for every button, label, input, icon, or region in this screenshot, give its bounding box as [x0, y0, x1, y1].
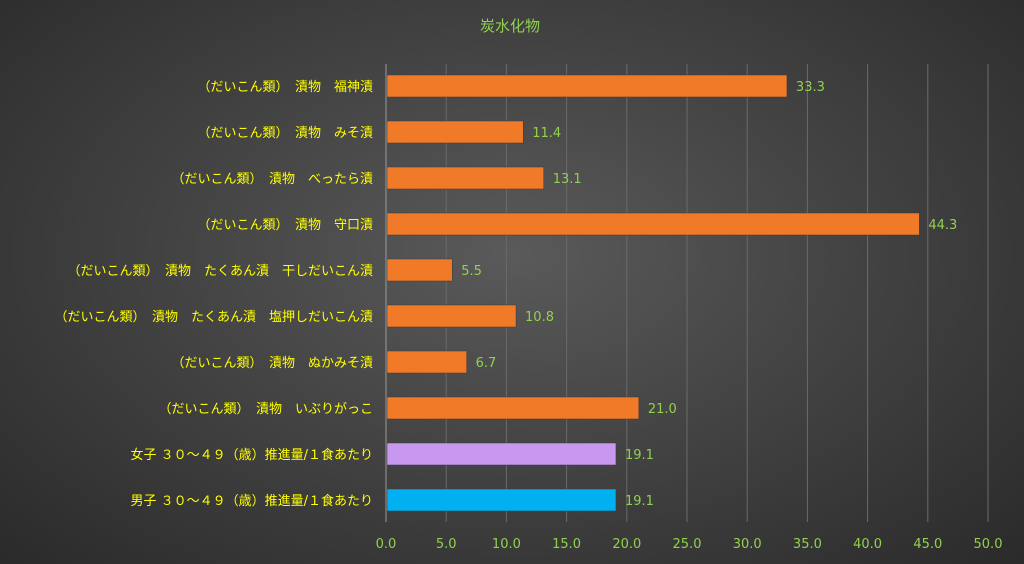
- bar: [386, 166, 544, 190]
- x-tick-label: 15.0: [552, 537, 581, 552]
- category-label: （だいこん類） 漬物 ぬかみそ漬: [171, 356, 373, 371]
- data-label: 19.1: [625, 448, 654, 463]
- category-label: （だいこん類） 漬物 みそ漬: [197, 126, 373, 141]
- chart-title: 炭水化物: [480, 17, 540, 35]
- bar: [386, 120, 524, 144]
- data-label: 19.1: [625, 494, 654, 509]
- category-label: （だいこん類） 漬物 いぶりがっこ: [158, 402, 373, 417]
- bar: [386, 304, 517, 328]
- bar: [386, 350, 467, 374]
- data-label: 11.4: [532, 126, 561, 141]
- bar: [386, 396, 640, 420]
- bars: [386, 74, 920, 512]
- x-tick-label: 45.0: [913, 537, 942, 552]
- data-label: 33.3: [796, 80, 825, 95]
- data-label: 21.0: [648, 402, 677, 417]
- data-label: 10.8: [525, 310, 554, 325]
- x-tick-label: 30.0: [733, 537, 762, 552]
- category-label: （だいこん類） 漬物 福神漬: [197, 80, 373, 95]
- category-label: （だいこん類） 漬物 守口漬: [197, 218, 373, 233]
- bar: [386, 258, 453, 282]
- x-tick-label: 5.0: [436, 537, 457, 552]
- category-label: （だいこん類） 漬物 たくあん漬 干しだいこん漬: [67, 264, 373, 279]
- category-label: （だいこん類） 漬物 べったら漬: [171, 172, 373, 187]
- category-label: 女子 ３０～４９（歳）推進量/１食あたり: [130, 447, 373, 463]
- x-tick-label: 25.0: [673, 537, 702, 552]
- x-tick-label: 20.0: [612, 537, 641, 552]
- x-tick-label: 0.0: [376, 537, 397, 552]
- data-label: 5.5: [461, 264, 482, 279]
- bar: [386, 212, 920, 236]
- bar: [386, 74, 788, 98]
- data-label: 6.7: [476, 356, 497, 371]
- bar: [386, 488, 617, 512]
- category-label: （だいこん類） 漬物 たくあん漬 塩押しだいこん漬: [54, 310, 373, 325]
- data-label: 44.3: [928, 218, 957, 233]
- data-label: 13.1: [553, 172, 582, 187]
- labels: 0.0 5.0 10.0 15.0 20.0 25.0 30.0 35.0 40.0 45.0 50…: [54, 80, 1002, 552]
- x-tick-label: 10.0: [492, 537, 521, 552]
- x-tick-label: 50.0: [974, 537, 1003, 552]
- category-label: 男子 ３０～４９（歳）推進量/１食あたり: [130, 493, 373, 509]
- x-tick-label: 35.0: [793, 537, 822, 552]
- bar: [386, 442, 617, 466]
- x-tick-label: 40.0: [853, 537, 882, 552]
